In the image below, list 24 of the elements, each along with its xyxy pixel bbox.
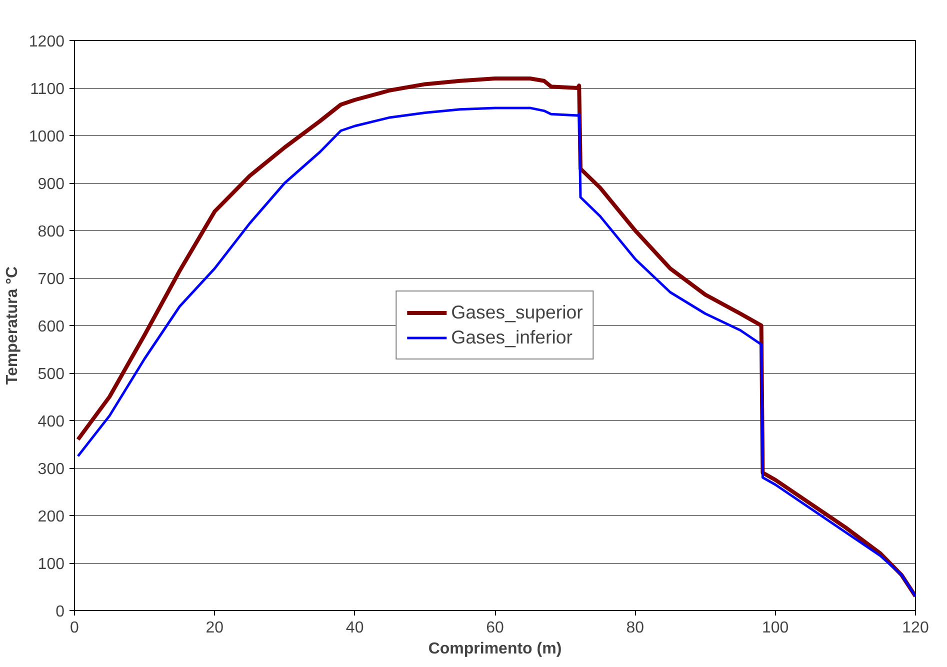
x-tick-label: 60 bbox=[486, 620, 504, 636]
y-axis-title: Temperatura °C bbox=[4, 266, 21, 385]
y-tick-label: 600 bbox=[38, 318, 65, 336]
y-tick-label: 1100 bbox=[30, 81, 65, 98]
y-tick-label: 800 bbox=[38, 224, 65, 240]
x-tick-label: 120 bbox=[902, 620, 929, 636]
y-tick-label: 1000 bbox=[28, 128, 65, 146]
y-tick-label: 900 bbox=[38, 176, 65, 193]
y-tick-label: 1200 bbox=[28, 34, 65, 50]
x-tick-label: 80 bbox=[626, 620, 644, 636]
y-tick-label: 400 bbox=[38, 414, 65, 430]
x-tick-label: 0 bbox=[70, 620, 80, 636]
y-tick-label: 500 bbox=[38, 366, 65, 383]
x-tick-label: 100 bbox=[762, 620, 789, 636]
y-tick-label: 700 bbox=[38, 271, 65, 288]
x-axis-title: Comprimento (m) bbox=[428, 640, 562, 658]
y-tick-label: 100 bbox=[38, 556, 65, 573]
x-tick-label: 20 bbox=[206, 620, 224, 636]
legend-label: Gases_superior bbox=[451, 302, 583, 324]
y-tick-label: 0 bbox=[56, 604, 65, 620]
legend-label: Gases_inferior bbox=[451, 326, 572, 348]
y-tick-label: 200 bbox=[38, 508, 65, 526]
y-tick-label: 300 bbox=[38, 461, 65, 478]
x-tick-label: 40 bbox=[346, 620, 364, 636]
